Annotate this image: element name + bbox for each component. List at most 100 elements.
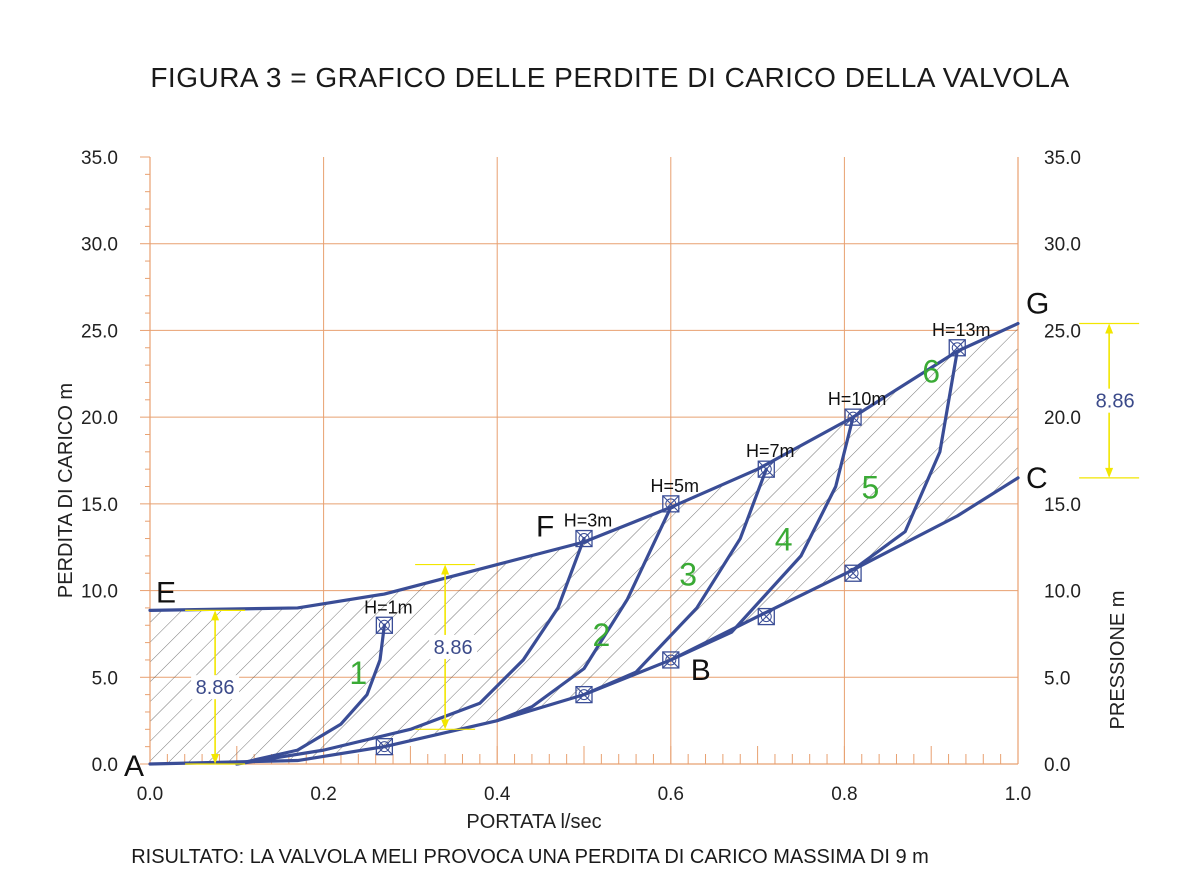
- branch-curve-4: [582, 467, 768, 697]
- y-axis-label-left: PERDITA DI CARICO m: [55, 383, 77, 598]
- y-tick-label-left: 20.0: [81, 408, 118, 429]
- point-label-G: G: [1026, 287, 1049, 320]
- y-tick-label-left: 35.0: [81, 148, 118, 169]
- dimension-arrow: [441, 564, 450, 575]
- branch-number-6: 6: [922, 353, 940, 389]
- branch-number-4: 4: [775, 522, 793, 558]
- series-upper-curve: [148, 321, 1020, 612]
- marker-circle: [665, 654, 677, 666]
- dimension-arrow: [211, 610, 220, 621]
- x-axis-label: PORTATA l/sec: [466, 811, 601, 833]
- marker-cross: [575, 530, 593, 547]
- dimension-label-bg: [1091, 388, 1140, 413]
- marker-circle: [847, 567, 859, 579]
- marker: [662, 495, 680, 513]
- head-label: H=1m: [364, 597, 413, 617]
- branch-curve-2: [235, 536, 586, 766]
- x-tick-label: 0.0: [137, 784, 163, 805]
- head-label: H=5m: [651, 476, 700, 496]
- dimension-arrow: [211, 754, 220, 764]
- marker: [948, 339, 966, 357]
- marker-circle: [951, 342, 963, 354]
- point-label-C: C: [1026, 462, 1048, 495]
- marker-cross: [948, 339, 966, 357]
- y-tick-label-left: 0.0: [92, 755, 118, 776]
- branch-curve-6: [851, 349, 959, 572]
- marker: [375, 738, 394, 756]
- y-axis-label-right: PRESSIONE m: [1107, 591, 1129, 730]
- dimension-arrow: [1105, 467, 1114, 478]
- head-label: H=7m: [746, 441, 795, 461]
- head-label: H=13m: [932, 320, 991, 340]
- marker-box: [844, 564, 862, 582]
- branch-curve-3: [495, 505, 673, 723]
- marker-box: [575, 529, 593, 548]
- marker-box: [375, 616, 394, 634]
- dimension-label-bg: [429, 634, 478, 659]
- marker: [844, 408, 862, 426]
- marker-cross: [662, 495, 680, 513]
- y-tick-label-right: 5.0: [1044, 668, 1070, 689]
- marker-circle: [665, 498, 677, 510]
- x-tick-label: 0.2: [310, 784, 336, 805]
- marker-circle: [378, 619, 390, 631]
- dimension-label: 8.86: [1096, 391, 1135, 413]
- x-tick-label: 0.8: [831, 784, 857, 805]
- y-tick-label-left: 15.0: [81, 495, 118, 516]
- curves: [148, 321, 1020, 766]
- point-label-E: E: [156, 576, 176, 609]
- marker-cross: [375, 616, 393, 634]
- point-label-A: A: [124, 750, 144, 783]
- marker-box: [757, 460, 775, 478]
- markers: [375, 339, 966, 756]
- head-label: H=10m: [828, 389, 887, 409]
- marker-box: [948, 339, 966, 357]
- marker-cross: [757, 460, 775, 478]
- y-tick-label-left: 30.0: [81, 235, 118, 256]
- dimension-arrow: [1105, 323, 1114, 334]
- point-label-F: F: [536, 511, 554, 544]
- marker-circle: [847, 411, 859, 423]
- dimension-arrow: [441, 719, 450, 730]
- marker-box: [662, 495, 680, 513]
- y-tick-label-right: 0.0: [1044, 755, 1070, 776]
- dimension-label-bg: [191, 675, 240, 700]
- marker-box: [844, 408, 862, 426]
- y-tick-label-right: 10.0: [1044, 582, 1081, 603]
- marker-circle: [760, 463, 772, 475]
- marker-cross: [757, 608, 775, 625]
- x-tick-label: 0.4: [484, 784, 511, 805]
- y-tick-label-left: 25.0: [81, 321, 118, 342]
- marker-circle: [378, 741, 390, 753]
- y-tick-label-left: 10.0: [81, 582, 118, 603]
- marker-circle: [578, 689, 590, 701]
- marker: [375, 616, 394, 634]
- marker: [844, 564, 862, 582]
- branch-number-1: 1: [349, 655, 367, 691]
- marker: [575, 685, 593, 704]
- marker-box: [575, 685, 593, 704]
- y-tick-label-left: 5.0: [92, 668, 118, 689]
- branch-curve-5: [669, 415, 855, 662]
- y-tick-label-right: 35.0: [1044, 148, 1081, 169]
- marker: [757, 460, 775, 478]
- branch-number-2: 2: [592, 617, 610, 653]
- marker-circle: [578, 533, 590, 545]
- plot-frame: [149, 157, 1019, 765]
- marker-box: [757, 607, 775, 626]
- marker: [662, 651, 680, 669]
- dimensions: 8.86 8.86 8.86: [185, 322, 1140, 765]
- marker-cross: [844, 408, 862, 426]
- marker-circle: [760, 611, 772, 623]
- y-tick-label-right: 20.0: [1044, 408, 1081, 429]
- marker-box: [662, 651, 680, 669]
- head-label: H=3m: [564, 511, 613, 531]
- marker-cross: [575, 686, 593, 704]
- marker-cross: [662, 651, 680, 669]
- dimension-label: 8.86: [434, 637, 473, 659]
- point-label-B: B: [691, 654, 711, 687]
- marker-cross: [844, 564, 862, 582]
- branch-curve-1: [235, 623, 386, 766]
- y-tick-label-right: 30.0: [1044, 235, 1081, 256]
